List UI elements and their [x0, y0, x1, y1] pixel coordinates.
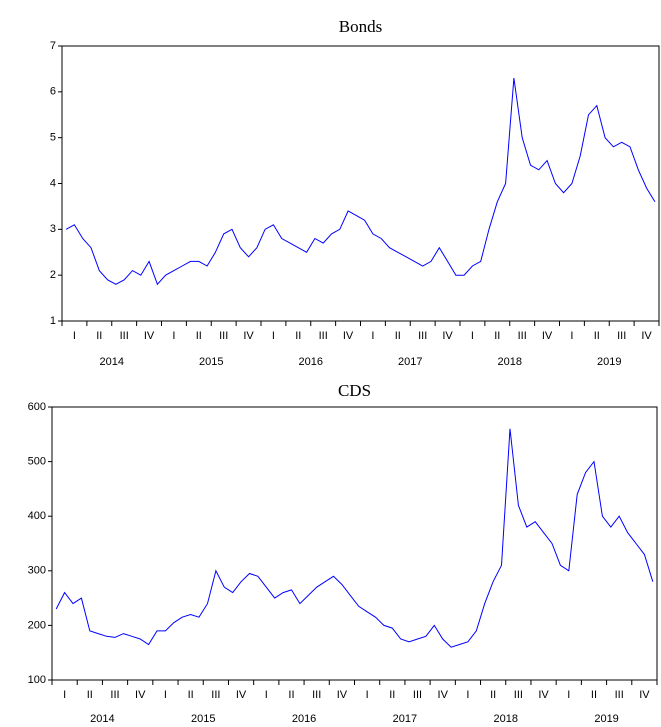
year-label: 2015	[199, 356, 223, 368]
quarter-label: IV	[337, 689, 348, 701]
year-label: 2018	[494, 713, 518, 725]
quarter-label: II	[196, 330, 202, 342]
quarter-label: IV	[236, 689, 247, 701]
quarter-label: IV	[438, 689, 449, 701]
quarter-label: IV	[641, 330, 652, 342]
quarter-label: I	[466, 689, 469, 701]
quarter-label: IV	[243, 330, 254, 342]
quarter-label: IV	[542, 330, 553, 342]
year-label: 2017	[398, 356, 422, 368]
year-label: 2018	[498, 356, 522, 368]
quarter-label: II	[288, 689, 294, 701]
quarter-label: III	[319, 330, 328, 342]
quarter-label: III	[120, 330, 129, 342]
quarter-label: I	[172, 330, 175, 342]
quarter-label: I	[164, 689, 167, 701]
year-label: 2016	[299, 356, 323, 368]
quarter-label: II	[594, 330, 600, 342]
year-label: 2014	[100, 356, 124, 368]
quarter-label: III	[219, 330, 228, 342]
quarter-label: IV	[144, 330, 155, 342]
quarter-label: II	[395, 330, 401, 342]
y-tick-label: 300	[28, 565, 46, 577]
chart-title: CDS	[338, 381, 371, 400]
plot-frame	[61, 45, 660, 322]
y-tick-label: 1	[50, 315, 56, 327]
y-tick-label: 200	[28, 619, 46, 631]
quarter-label: III	[518, 330, 527, 342]
quarter-label: I	[63, 689, 66, 701]
quarter-label: II	[87, 689, 93, 701]
y-tick-label: 100	[28, 674, 46, 686]
series-line	[55, 428, 654, 648]
quarter-label: II	[389, 689, 395, 701]
plot-frame	[51, 406, 658, 681]
quarter-label: IV	[343, 330, 354, 342]
quarter-label: II	[591, 689, 597, 701]
series-line	[65, 78, 656, 286]
quarter-label: III	[312, 689, 321, 701]
quarter-label: IV	[135, 689, 146, 701]
year-label: 2019	[597, 356, 621, 368]
quarter-label: I	[73, 330, 76, 342]
year-label: 2017	[393, 713, 417, 725]
quarter-label: III	[211, 689, 220, 701]
quarter-label: IV	[639, 689, 650, 701]
y-tick-label: 2	[50, 269, 56, 281]
quarter-label: II	[490, 689, 496, 701]
quarter-label: II	[188, 689, 194, 701]
quarter-label: I	[567, 689, 570, 701]
y-tick-label: 3	[50, 223, 56, 235]
quarter-label: I	[471, 330, 474, 342]
y-tick-label: 6	[50, 86, 56, 98]
quarter-label: I	[366, 689, 369, 701]
quarter-label: III	[110, 689, 119, 701]
quarter-label: I	[371, 330, 374, 342]
quarter-label: II	[96, 330, 102, 342]
quarter-label: I	[265, 689, 268, 701]
year-label: 2016	[292, 713, 316, 725]
y-tick-label: 7	[50, 40, 56, 52]
quarter-label: III	[514, 689, 523, 701]
year-label: 2015	[191, 713, 215, 725]
y-tick-label: 400	[28, 510, 46, 522]
quarter-label: III	[413, 689, 422, 701]
quarter-label: III	[418, 330, 427, 342]
quarter-label: IV	[442, 330, 453, 342]
y-tick-label: 5	[50, 132, 56, 144]
year-label: 2014	[90, 713, 114, 725]
quarter-label: III	[615, 689, 624, 701]
y-tick-label: 600	[28, 401, 46, 413]
quarter-label: I	[272, 330, 275, 342]
year-label: 2019	[594, 713, 618, 725]
y-tick-label: 500	[28, 456, 46, 468]
quarter-label: II	[494, 330, 500, 342]
quarter-label: III	[617, 330, 626, 342]
quarter-label: IV	[538, 689, 549, 701]
quarter-label: I	[570, 330, 573, 342]
y-tick-label: 4	[50, 177, 56, 189]
quarter-label: II	[295, 330, 301, 342]
chart-title: Bonds	[339, 17, 382, 36]
